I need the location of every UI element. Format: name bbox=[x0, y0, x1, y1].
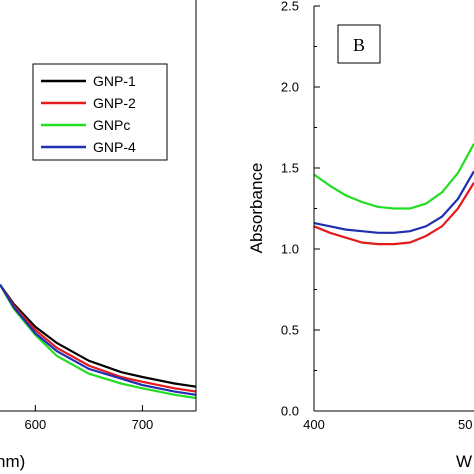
right-y-tick-label-0: 0.0 bbox=[281, 404, 299, 419]
right-x-axis-label: W bbox=[456, 452, 472, 471]
left-series-line-gnp-1 bbox=[0, 283, 197, 388]
right-series-line-1 bbox=[313, 143, 474, 210]
legend-label-gnpc: GNPc bbox=[93, 117, 130, 133]
legend-label-gnp-1: GNP-1 bbox=[93, 73, 136, 89]
left-series-line-gnp-4 bbox=[0, 284, 197, 396]
legend: GNP-1 GNP-2 GNPc GNP-4 bbox=[32, 63, 168, 161]
right-panel: 0.0 0.5 1.0 1.5 2.0 2.5 400 50 Absorbance W B bbox=[247, 0, 474, 471]
left-x-ticks: 600 700 bbox=[24, 405, 153, 432]
right-x-tick-label-partial: 50 bbox=[458, 417, 472, 432]
legend-box bbox=[32, 63, 168, 161]
legend-label-gnp-2: GNP-2 bbox=[93, 95, 136, 111]
legend-label-gnp-4: GNP-4 bbox=[93, 139, 136, 155]
left-x-tick-label-700: 700 bbox=[132, 417, 154, 432]
right-y-tick-label-3: 1.5 bbox=[281, 161, 299, 176]
panel-label: B bbox=[353, 35, 365, 55]
right-y-axis-label: Absorbance bbox=[247, 163, 266, 254]
left-x-axis-label: nm) bbox=[0, 452, 25, 471]
left-series-group bbox=[0, 283, 197, 400]
left-x-tick-label-600: 600 bbox=[24, 417, 46, 432]
panel-label-box bbox=[337, 24, 381, 64]
right-y-tick-label-4: 2.0 bbox=[281, 80, 299, 95]
right-series-group bbox=[313, 143, 474, 246]
legend-items: GNP-1 GNP-2 GNPc GNP-4 bbox=[41, 73, 136, 155]
left-panel: 600 700 nm) GNP-1 GNP-2 GNPc GNP-4 bbox=[0, 0, 197, 471]
right-y-ticks: 0.0 0.5 1.0 1.5 2.0 2.5 bbox=[281, 0, 320, 419]
left-series-line-gnp-2 bbox=[0, 283, 197, 393]
right-x-tick-label-400: 400 bbox=[303, 417, 325, 432]
right-series-line-2 bbox=[313, 170, 474, 234]
right-y-tick-label-5: 2.5 bbox=[281, 0, 299, 14]
right-series-line-3 bbox=[313, 182, 474, 246]
right-y-tick-label-1: 0.5 bbox=[281, 323, 299, 338]
right-x-ticks: 400 50 bbox=[303, 405, 472, 432]
right-y-tick-label-2: 1.0 bbox=[281, 242, 299, 257]
